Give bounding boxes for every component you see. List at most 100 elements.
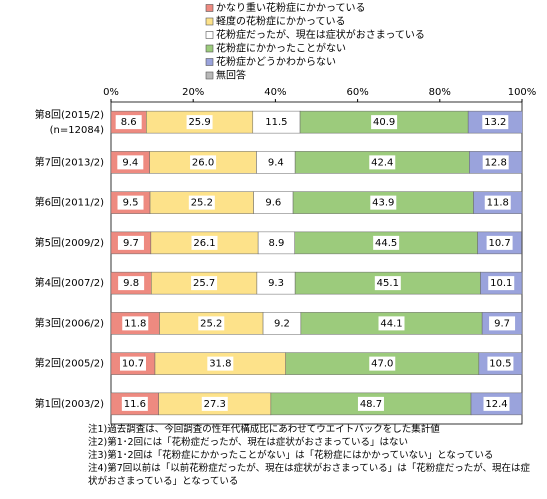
value-label: 26.0 (192, 157, 214, 168)
note: 注1)過去調査は、今回調査の性年代構成比にあわせてウエイトバックをした集計値 (88, 424, 440, 435)
legend-label: 花粉症かどうかわからない (216, 55, 336, 68)
legend-swatch (205, 58, 214, 66)
label-box (122, 316, 149, 331)
label-box (263, 115, 290, 130)
x-tick-label: 0% (103, 87, 119, 98)
value-label: 25.2 (200, 318, 222, 329)
label-box (262, 155, 289, 170)
label-box (370, 195, 397, 210)
notes: 注1)過去調査は、今回調査の性年代構成比にあわせてウエイトバックをした集計値 注2… (88, 423, 538, 488)
legend-swatch (205, 17, 214, 26)
legend-swatch (205, 44, 214, 53)
x-tick-label: 80% (429, 87, 451, 98)
label-box (484, 195, 511, 210)
value-label: 12.4 (485, 399, 507, 410)
x-tick-label: 20% (182, 87, 204, 98)
label-box (482, 115, 509, 130)
legend-label: かなり重い花粉症にかかっている (216, 1, 366, 14)
value-label: 9.5 (123, 198, 139, 209)
sample-note: (n=12084) (50, 125, 104, 136)
label-box (191, 276, 218, 291)
value-label: 8.6 (121, 117, 137, 128)
value-label: 9.4 (122, 157, 138, 168)
category-label: 第8回(2015/2) (35, 108, 104, 121)
x-tick-label: 60% (346, 87, 368, 98)
value-label: 9.4 (268, 157, 284, 168)
label-box (117, 155, 144, 170)
label-box (268, 316, 295, 331)
label-box (374, 276, 401, 291)
label-box (186, 115, 213, 130)
label-box (369, 155, 396, 170)
category-label: 第5回(2009/2) (35, 236, 104, 249)
label-box (190, 155, 217, 170)
label-box (117, 195, 144, 210)
value-label: 25.9 (188, 117, 210, 128)
value-label: 9.3 (268, 278, 284, 289)
value-label: 40.9 (373, 117, 395, 128)
value-label: 27.3 (204, 399, 226, 410)
legend-label: 無回答 (216, 69, 246, 82)
label-box (378, 316, 405, 331)
value-label: 12.8 (485, 157, 507, 168)
value-label: 45.1 (377, 278, 399, 289)
label-box (488, 276, 515, 291)
label-box (117, 235, 144, 250)
value-label: 10.7 (122, 359, 144, 370)
label-box (489, 316, 516, 331)
x-tick-label: 40% (264, 87, 286, 98)
label-box (121, 396, 148, 411)
label-box (119, 356, 146, 371)
chart: かなり重い花粉症にかかっている軽度の花粉症にかかっている花粉症だったが、現在は症… (35, 1, 537, 425)
label-box (207, 356, 234, 371)
value-label: 9.8 (123, 278, 139, 289)
value-label: 9.7 (123, 238, 139, 249)
plot-frame (110, 101, 523, 425)
legend-label: 花粉症だったが、現在は症状がおさまっている (216, 28, 425, 41)
value-label: 11.8 (487, 198, 509, 209)
value-label: 31.8 (209, 359, 231, 370)
category-label: 第6回(2011/2) (35, 196, 104, 209)
legend-label: 花粉症にかかったことがない (216, 42, 346, 55)
label-box (373, 235, 400, 250)
label-box (263, 276, 290, 291)
value-label: 48.7 (360, 399, 382, 410)
label-box (487, 356, 514, 371)
label-box (483, 396, 510, 411)
value-label: 10.5 (489, 359, 511, 370)
label-box (201, 396, 228, 411)
legend-swatch (205, 31, 214, 39)
value-label: 25.7 (193, 278, 215, 289)
value-label: 25.2 (191, 198, 213, 209)
label-box (482, 155, 509, 170)
label-box (357, 396, 384, 411)
category-label: 第3回(2006/2) (35, 316, 104, 329)
value-label: 9.7 (494, 318, 510, 329)
value-label: 10.7 (488, 238, 510, 249)
label-box (198, 316, 225, 331)
label-box (115, 115, 142, 130)
label-box (263, 235, 290, 250)
label-box (486, 235, 513, 250)
value-label: 10.1 (490, 278, 512, 289)
x-tick-label: 100% (508, 87, 537, 98)
value-label: 47.0 (371, 359, 393, 370)
value-label: 11.6 (124, 399, 146, 410)
value-label: 8.9 (268, 238, 284, 249)
value-label: 9.2 (274, 318, 290, 329)
category-label: 第2回(2005/2) (35, 357, 104, 370)
label-box (260, 195, 287, 210)
category-label: 第1回(2003/2) (35, 397, 104, 410)
label-box (188, 195, 215, 210)
category-label: 第7回(2013/2) (35, 155, 104, 168)
note: 注3)第1･2回は「花粉症にかかったことがない」は「花粉症にはかかっていない」と… (88, 450, 494, 461)
legend-label: 軽度の花粉症にかかっている (216, 15, 346, 28)
value-label: 9.6 (265, 198, 281, 209)
label-box (191, 235, 218, 250)
value-label: 44.5 (375, 238, 397, 249)
legend-swatch (205, 71, 214, 80)
value-label: 43.9 (372, 198, 394, 209)
value-label: 42.4 (371, 157, 393, 168)
label-box (369, 356, 396, 371)
